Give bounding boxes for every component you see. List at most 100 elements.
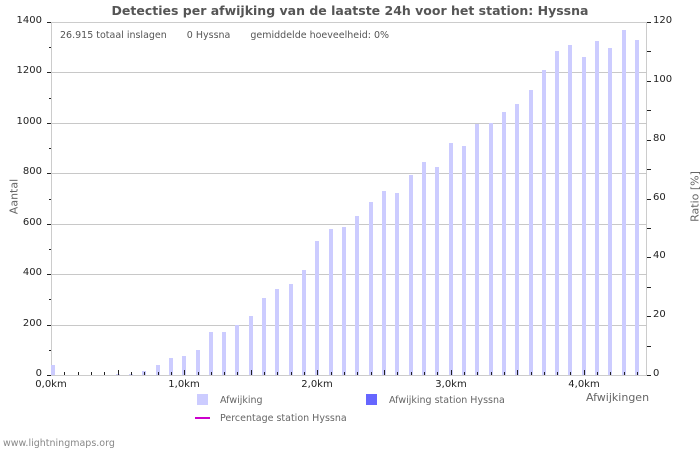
x-tick-mark — [437, 372, 438, 375]
bar-afwijking — [502, 112, 506, 375]
bar-afwijking — [529, 90, 533, 375]
x-tick-label: 2,0km — [301, 379, 333, 390]
x-tick-mark — [277, 372, 278, 375]
x-tick-mark — [451, 370, 452, 375]
x-tick-label: 3,0km — [435, 379, 467, 390]
y-right-minor-tick — [647, 169, 651, 170]
bar-afwijking — [435, 167, 439, 375]
y-minor-tick — [49, 199, 51, 200]
station-strikes: 0 Hyssna — [186, 30, 231, 41]
left-axis-line — [51, 22, 52, 375]
y-right-tick-mark — [647, 81, 651, 82]
bar-afwijking — [422, 162, 426, 375]
y-right-tick-mark — [647, 375, 651, 376]
y-minor-tick — [49, 299, 51, 300]
bar-afwijking — [542, 70, 546, 375]
bar-afwijking — [289, 284, 293, 375]
y-tick-label-left: 200 — [22, 318, 42, 329]
x-tick-mark — [371, 372, 372, 375]
bar-afwijking — [156, 365, 160, 375]
x-tick-mark — [637, 372, 638, 375]
gridline — [51, 224, 647, 225]
x-tick-mark — [610, 372, 611, 375]
gridline — [51, 325, 647, 326]
x-tick-mark — [118, 370, 119, 375]
x-tick-mark — [251, 370, 252, 375]
bar-afwijking — [315, 241, 319, 375]
y-tick-mark — [47, 173, 51, 174]
x-tick-mark — [544, 372, 545, 375]
y-tick-label-right: 20 — [653, 309, 666, 320]
y-tick-mark — [47, 123, 51, 124]
x-tick-mark — [144, 372, 145, 375]
stats-line: 26.915 totaal inslagen 0 Hyssna gemiddelde… — [60, 30, 409, 41]
x-tick-mark — [570, 372, 571, 375]
x-tick-mark — [104, 372, 105, 375]
bar-afwijking — [449, 143, 453, 375]
x-tick-mark — [411, 372, 412, 375]
legend-label-station: Afwijking station Hyssna — [389, 395, 505, 406]
x-tick-mark — [131, 372, 132, 375]
bar-afwijking — [262, 298, 266, 375]
y-tick-label-right: 100 — [653, 74, 673, 85]
y-right-minor-tick — [647, 51, 651, 52]
x-tick-mark — [158, 372, 159, 375]
bar-afwijking — [169, 358, 173, 375]
x-tick-mark — [224, 372, 225, 375]
y-tick-label-right: 40 — [653, 250, 666, 261]
y-tick-mark — [47, 274, 51, 275]
x-tick-mark — [491, 372, 492, 375]
bar-afwijking — [329, 229, 333, 375]
y-tick-label-left: 600 — [22, 217, 42, 228]
x-tick-mark — [264, 372, 265, 375]
x-tick-mark — [344, 372, 345, 375]
y-tick-label-left: 1200 — [16, 65, 42, 76]
legend-line-percentage — [195, 417, 210, 419]
x-tick-mark — [597, 372, 598, 375]
x-tick-mark — [357, 372, 358, 375]
y-right-tick-mark — [647, 22, 651, 23]
bar-afwijking — [475, 124, 479, 375]
gridline — [51, 173, 647, 174]
y-tick-label-right: 0 — [653, 368, 660, 379]
bar-afwijking — [635, 40, 639, 375]
bar-afwijking — [209, 332, 213, 375]
x-tick-mark — [304, 372, 305, 375]
y-right-tick-mark — [647, 199, 651, 200]
y-tick-mark — [47, 375, 51, 376]
y-minor-tick — [49, 47, 51, 48]
bar-afwijking — [622, 30, 626, 375]
bar-afwijking — [182, 356, 186, 375]
bar-afwijking — [275, 289, 279, 375]
x-tick-mark — [531, 372, 532, 375]
bar-afwijking — [249, 316, 253, 375]
y-minor-tick — [49, 350, 51, 351]
x-tick-mark — [477, 372, 478, 375]
chart-title: Detecties per afwijking van de laatste 2… — [111, 3, 589, 18]
source-footer: www.lightningmaps.org — [3, 438, 115, 449]
x-tick-mark — [424, 372, 425, 375]
bar-afwijking — [342, 227, 346, 375]
y-tick-mark — [47, 224, 51, 225]
bar-afwijking — [222, 332, 226, 375]
bar-afwijking — [302, 270, 306, 375]
y-tick-mark — [47, 325, 51, 326]
y-tick-label-right: 60 — [653, 192, 666, 203]
legend-label-percentage: Percentage station Hyssna — [220, 413, 347, 424]
x-tick-mark — [517, 370, 518, 375]
x-tick-mark — [317, 370, 318, 375]
gridline — [51, 72, 647, 73]
y-minor-tick — [49, 249, 51, 250]
bar-afwijking — [582, 57, 586, 375]
x-tick-mark — [397, 372, 398, 375]
average-ratio: gemiddelde hoeveelheid: 0% — [250, 30, 390, 41]
y-axis-title-right: Ratio [%] — [688, 171, 700, 222]
y-axis-title-left: Aantal — [7, 178, 21, 215]
legend-label-afwijking: Afwijking — [220, 395, 263, 406]
x-tick-mark — [64, 372, 65, 375]
x-tick-mark — [331, 372, 332, 375]
x-tick-mark — [237, 372, 238, 375]
bar-afwijking — [555, 51, 559, 375]
bottom-axis-line — [51, 375, 647, 376]
y-tick-label-left: 800 — [22, 166, 42, 177]
